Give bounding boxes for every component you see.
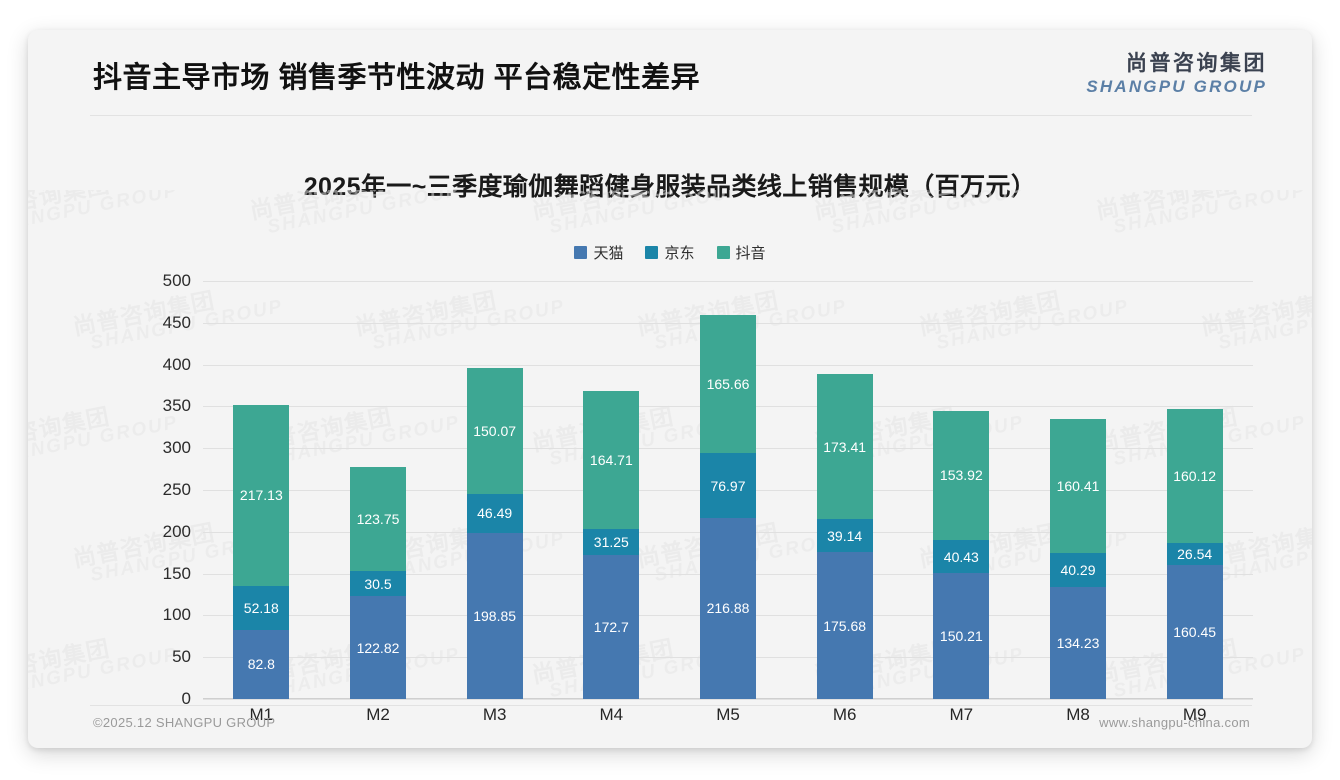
bar-value-label: 82.8 [247,656,275,673]
bar-value-label: 165.66 [706,376,750,393]
bar-segment-天猫[interactable]: 134.23 [1050,586,1106,699]
bar-value-label: 150.21 [939,628,983,645]
bar-value-label: 172.7 [593,618,629,635]
header: 抖音主导市场 销售季节性波动 平台稳定性差异 尚普咨询集团 SHANGPU GR… [28,30,1312,116]
bar-value-label: 40.43 [943,548,979,565]
y-axis-tick-label: 450 [162,312,191,332]
y-axis-tick-label: 50 [172,647,191,667]
bar-segment-天猫[interactable]: 172.7 [583,554,640,699]
chart-plot-area: 500 450 400 350 300 250 200 150 100 50 0 M1 82.8 52.1… [163,271,1253,724]
bar-value-label: 173.41 [823,438,867,455]
chart-legend: 天猫 京东 抖音 [28,242,1312,263]
bar-segment-天猫[interactable]: 82.8 [233,629,290,699]
y-axis-tick-label: 0 [181,689,191,708]
bar-value-label: 198.85 [473,607,517,624]
bar-segment-抖音[interactable]: 150.07 [466,368,523,494]
bar-value-label: 150.07 [473,423,517,440]
bar-segment-天猫[interactable]: 160.45 [1166,564,1223,699]
slide-card: 抖音主导市场 销售季节性波动 平台稳定性差异 尚普咨询集团 SHANGPU GR… [28,30,1312,748]
footer-copyright: ©2025.12 SHANGPU GROUP [93,715,276,730]
bar-segment-京东[interactable]: 40.29 [1050,553,1106,587]
bar-value-label: 76.97 [710,477,746,494]
bar-segment-天猫[interactable]: 216.88 [700,517,756,699]
bar-value-label: 217.13 [239,487,283,504]
bar-value-label: 160.12 [1173,467,1217,484]
legend-item-抖音[interactable]: 抖音 [716,242,766,263]
bar-value-label: 175.68 [823,617,867,634]
bar-segment-京东[interactable]: 31.25 [583,528,640,555]
brand-logo: 尚普咨询集团 SHANGPU GROUP [1086,52,1267,96]
bar-segment-天猫[interactable]: 175.68 [816,552,873,699]
bar-value-label: 46.49 [477,505,513,522]
bar-value-label: 160.41 [1056,478,1100,495]
legend-swatch-icon [716,246,730,259]
logo-text-cn: 尚普咨询集团 [1126,52,1267,75]
y-axis-tick-label: 300 [162,438,191,458]
x-axis-tick-label: M5 [716,705,740,724]
bar-value-label: 30.5 [364,575,392,592]
x-axis-tick-label: M9 [1182,705,1207,724]
bar-segment-抖音[interactable]: 165.66 [700,314,756,454]
y-axis-tick-label: 200 [162,521,191,541]
bar-value-label: 39.14 [827,527,863,544]
x-axis-tick-label: M4 [599,705,624,724]
legend-swatch-icon [574,246,588,259]
bar-segment-京东[interactable]: 26.54 [1166,542,1223,565]
bar-segment-抖音[interactable]: 217.13 [233,404,290,587]
legend-swatch-icon [645,246,659,259]
x-axis-tick-label: M8 [1066,705,1090,724]
gridline [203,281,1253,282]
bar-value-label: 52.18 [243,599,279,616]
legend-item-天猫[interactable]: 天猫 [574,242,623,263]
legend-label: 天猫 [593,245,624,262]
bar-value-label: 26.54 [1177,545,1213,562]
bar-segment-京东[interactable]: 46.49 [466,493,523,533]
bar-segment-京东[interactable]: 30.5 [350,570,406,597]
bar-value-label: 123.75 [356,511,400,528]
bar-segment-抖音[interactable]: 164.71 [583,390,640,529]
y-axis-tick-label: 150 [162,563,191,583]
bar-segment-天猫[interactable]: 198.85 [466,532,523,699]
bar-segment-天猫[interactable]: 150.21 [933,573,990,699]
bar-segment-抖音[interactable]: 173.41 [816,374,873,520]
x-axis-tick-label: M7 [949,705,974,724]
legend-item-京东[interactable]: 京东 [645,242,695,263]
y-axis-tick-label: 400 [162,354,191,374]
chart-title: 2025年一~三季度瑜伽舞蹈健身服装品类线上销售规模（百万元） [303,173,1037,201]
bar-value-label: 153.92 [939,467,983,484]
x-axis-tick-label: M6 [832,705,857,724]
x-axis-tick-label: M3 [482,705,507,724]
footer-website: www.shangpu-china.com [1099,715,1250,730]
logo-text-en: SHANGPU GROUP [1086,76,1267,96]
bar-value-label: 164.71 [589,451,633,468]
bar-value-label: 31.25 [593,533,629,550]
bar-segment-天猫[interactable]: 122.82 [350,596,406,699]
x-axis-tick-label: M1 [249,705,274,724]
bar-segment-京东[interactable]: 40.43 [933,539,990,574]
y-axis-tick-label: 250 [162,480,191,499]
x-axis-tick-label: M2 [366,705,390,724]
y-axis-tick-label: 500 [162,271,191,290]
gridline [203,699,1253,700]
bar-segment-京东[interactable]: 39.14 [816,519,873,553]
bar-value-label: 134.23 [1056,634,1100,651]
legend-label: 抖音 [735,245,766,262]
bar-value-label: 216.88 [706,600,750,617]
bar-value-label: 160.45 [1173,623,1217,640]
page-title: 抖音主导市场 销售季节性波动 平台稳定性差异 [93,62,701,94]
header-divider [90,115,1252,116]
bar-segment-京东[interactable]: 76.97 [700,453,756,518]
y-axis-tick-label: 350 [162,396,191,416]
legend-label: 京东 [664,245,695,262]
y-axis-tick-label: 100 [162,605,191,625]
bar-value-label: 40.29 [1060,561,1096,578]
bar-segment-抖音[interactable]: 123.75 [350,467,406,571]
bar-value-label: 122.82 [356,639,400,656]
footer-divider [90,705,1252,706]
bar-segment-京东[interactable]: 52.18 [233,586,290,630]
bar-segment-抖音[interactable]: 160.41 [1050,419,1106,554]
bar-segment-抖音[interactable]: 160.12 [1166,408,1223,543]
bar-segment-抖音[interactable]: 153.92 [933,410,990,540]
